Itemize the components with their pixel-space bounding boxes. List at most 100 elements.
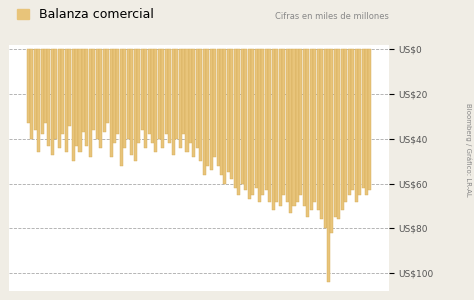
Bar xyxy=(175,50,178,139)
Bar xyxy=(109,50,113,157)
Bar xyxy=(99,50,102,148)
Bar xyxy=(244,50,247,190)
Bar xyxy=(44,50,47,123)
Bar xyxy=(317,50,319,211)
Bar xyxy=(158,50,161,139)
Bar xyxy=(37,50,40,152)
Bar xyxy=(241,50,244,184)
Bar xyxy=(117,50,119,134)
Bar xyxy=(282,50,285,195)
Bar xyxy=(51,50,54,154)
Bar xyxy=(255,50,257,188)
Bar xyxy=(275,50,278,202)
Bar xyxy=(161,50,164,148)
Bar xyxy=(61,50,64,134)
Bar xyxy=(303,50,306,206)
Bar xyxy=(199,50,202,161)
Bar xyxy=(189,50,192,143)
Bar xyxy=(334,50,337,217)
Bar xyxy=(34,50,36,130)
Bar xyxy=(341,50,344,211)
Bar xyxy=(106,50,109,123)
Bar xyxy=(268,50,271,202)
Text: Bloomberg / Gráfico: LR-AL: Bloomberg / Gráfico: LR-AL xyxy=(465,103,472,197)
Bar xyxy=(320,50,323,219)
Bar xyxy=(85,50,89,146)
Bar xyxy=(330,50,334,233)
Bar xyxy=(151,50,154,143)
Bar xyxy=(123,50,127,148)
Bar xyxy=(344,50,347,202)
Bar xyxy=(223,50,227,184)
Bar xyxy=(182,50,185,134)
Bar xyxy=(134,50,137,161)
Bar xyxy=(113,50,116,143)
Bar xyxy=(147,50,151,134)
Bar xyxy=(144,50,147,148)
Legend: Balanza comercial: Balanza comercial xyxy=(16,7,155,22)
Bar xyxy=(58,50,61,148)
Bar xyxy=(82,50,85,132)
Bar xyxy=(203,50,206,175)
Bar xyxy=(72,50,74,161)
Bar xyxy=(230,50,233,179)
Bar xyxy=(68,50,71,125)
Bar xyxy=(285,50,289,202)
Bar xyxy=(137,50,140,143)
Bar xyxy=(213,50,216,157)
Bar xyxy=(79,50,82,152)
Bar xyxy=(120,50,123,166)
Bar xyxy=(30,50,33,139)
Bar xyxy=(265,50,268,190)
Bar xyxy=(92,50,95,130)
Bar xyxy=(327,50,330,282)
Bar xyxy=(362,50,365,188)
Bar xyxy=(351,50,354,190)
Bar xyxy=(365,50,368,195)
Bar xyxy=(217,50,219,166)
Bar xyxy=(313,50,316,202)
Bar xyxy=(289,50,292,213)
Text: Cifras en miles de millones: Cifras en miles de millones xyxy=(275,12,389,21)
Bar xyxy=(192,50,195,157)
Bar xyxy=(127,50,130,139)
Bar xyxy=(247,50,251,199)
Bar xyxy=(368,50,372,190)
Bar xyxy=(300,50,302,195)
Bar xyxy=(210,50,213,170)
Bar xyxy=(272,50,275,211)
Bar xyxy=(324,50,327,228)
Bar xyxy=(251,50,254,195)
Bar xyxy=(262,50,264,195)
Bar xyxy=(96,50,99,139)
Bar xyxy=(355,50,358,202)
Bar xyxy=(258,50,261,202)
Bar xyxy=(337,50,340,219)
Bar xyxy=(234,50,237,188)
Bar xyxy=(227,50,230,172)
Bar xyxy=(89,50,92,157)
Bar xyxy=(206,50,209,166)
Bar xyxy=(237,50,240,195)
Bar xyxy=(141,50,144,130)
Bar xyxy=(306,50,310,217)
Bar xyxy=(168,50,171,143)
Bar xyxy=(130,50,133,154)
Bar xyxy=(64,50,68,152)
Bar xyxy=(292,50,295,206)
Bar xyxy=(172,50,175,154)
Bar xyxy=(196,50,199,148)
Bar xyxy=(47,50,50,146)
Bar xyxy=(75,50,78,146)
Bar xyxy=(296,50,299,202)
Bar xyxy=(103,50,106,132)
Bar xyxy=(165,50,168,134)
Bar xyxy=(348,50,351,195)
Bar xyxy=(220,50,223,175)
Bar xyxy=(358,50,361,195)
Bar xyxy=(40,50,44,134)
Bar xyxy=(179,50,182,148)
Bar xyxy=(55,50,57,139)
Bar xyxy=(279,50,282,206)
Bar xyxy=(27,50,30,123)
